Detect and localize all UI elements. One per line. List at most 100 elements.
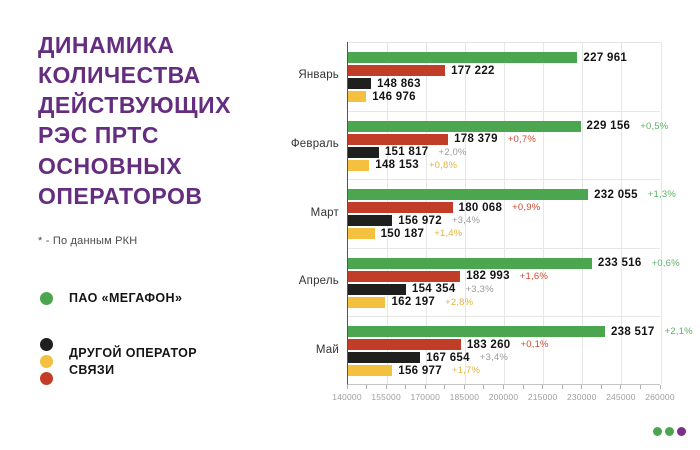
- green-bar: [348, 120, 581, 132]
- legend-megafon: ПАО «МЕГАФОН»: [40, 290, 182, 306]
- bar-pct-label: +1,4%: [434, 228, 463, 240]
- gridline-vertical: [464, 42, 466, 384]
- axis-tick-label: 215000: [527, 392, 558, 402]
- month-label: Март: [310, 206, 339, 219]
- black-bar: [348, 283, 406, 295]
- bar-value-label: 183 260: [466, 338, 511, 351]
- bar-value-label: 151 817: [384, 146, 429, 159]
- green-bar: [348, 326, 605, 338]
- corner-dots-logo: [653, 427, 686, 436]
- plot-area: 227 961 177 222 148 863 146 976 229 156 +0,5%…: [347, 42, 693, 385]
- bar-value-label: 162 197: [391, 296, 436, 309]
- gridline-horizontal: [348, 110, 660, 112]
- bar-pct-label: +1,7%: [451, 365, 481, 377]
- bar-row-black: 167 654 +3,4%: [348, 351, 508, 364]
- bar-value-label: 232 055: [594, 188, 638, 201]
- bar-value-label: 150 187: [380, 227, 425, 240]
- corner-dot-icon: [653, 427, 662, 436]
- axis-tick-label: 140000: [332, 392, 362, 402]
- axis-minor-tick: [522, 385, 524, 389]
- axis-tick: [503, 385, 504, 389]
- axis-tick: [463, 385, 465, 389]
- bar-value-label: 180 068: [458, 201, 503, 214]
- bar-value-label: 238 517: [610, 325, 655, 338]
- bar-row-black: 148 863: [348, 78, 421, 90]
- bar-pct-label: +1,6%: [519, 270, 548, 282]
- legend-other-operator: ДРУГОЙ ОПЕРАТОР СВЯЗИ: [40, 338, 197, 385]
- gridline-horizontal: [348, 316, 660, 318]
- green-bar: [348, 257, 592, 269]
- yellow-bar: [348, 365, 393, 377]
- axis-tick-label: 170000: [410, 392, 441, 402]
- bar-pct-label: +0,1%: [520, 339, 549, 351]
- yellow-bar: [348, 228, 375, 240]
- legend-megafon-dots: [40, 291, 53, 305]
- bar-value-label: 167 654: [426, 351, 470, 364]
- corner-dot-icon: [677, 427, 686, 436]
- bar-value-label: 177 222: [451, 64, 495, 77]
- gridline-vertical: [582, 42, 584, 384]
- bar-pct-label: +2,1%: [664, 326, 693, 338]
- red-bar: [348, 65, 446, 76]
- axis-tick: [346, 385, 348, 389]
- bar-pct-label: +3,4%: [451, 215, 481, 227]
- gridline-horizontal: [348, 42, 660, 43]
- footnote: * - По данным РКН: [38, 234, 138, 247]
- red-bar: [348, 133, 449, 145]
- legend-dot-icon: [40, 338, 53, 351]
- axis-minor-tick: [366, 385, 368, 389]
- legend-dot-icon: [40, 355, 53, 368]
- axis-tick-label: 230000: [566, 392, 597, 402]
- bar-value-label: 227 961: [583, 51, 628, 64]
- bar-row-yellow: 148 153 +0,8%: [348, 159, 458, 171]
- red-bar: [348, 339, 461, 351]
- bar-row-black: 154 354 +3,3%: [348, 283, 494, 296]
- bar-value-label: 156 972: [398, 214, 442, 227]
- red-bar: [348, 270, 461, 282]
- bar-value-label: 146 976: [372, 90, 416, 103]
- bar-value-label: 154 354: [411, 283, 456, 296]
- black-bar: [348, 215, 393, 227]
- bar-pct-label: +2,8%: [445, 296, 474, 308]
- bar-row-red: 180 068 +0,9%: [348, 201, 541, 214]
- gridline-vertical: [504, 42, 505, 384]
- bar-row-green: 227 961: [348, 51, 628, 64]
- axis-minor-tick: [561, 385, 563, 389]
- legend-dot-icon: [40, 291, 53, 305]
- legend-dot-icon: [40, 372, 53, 385]
- axis-minor-tick: [600, 385, 602, 389]
- gridline-vertical: [660, 42, 662, 384]
- axis-tick: [659, 385, 661, 389]
- axis-tick: [385, 385, 387, 389]
- axis-tick-label: 185000: [449, 392, 480, 402]
- yellow-bar: [348, 296, 386, 308]
- bar-row-red: 182 993 +1,6%: [348, 270, 548, 283]
- axis-tick: [620, 385, 622, 389]
- bar-chart: 227 961 177 222 148 863 146 976 229 156 +0,5%…: [283, 42, 693, 410]
- gridline-horizontal: [348, 247, 660, 249]
- bar-value-label: 182 993: [466, 270, 510, 283]
- bar-value-label: 233 516: [597, 257, 642, 270]
- bar-row-red: 178 379 +0,7%: [348, 133, 536, 145]
- bar-pct-label: +0,7%: [507, 133, 536, 145]
- bar-row-yellow: 162 197 +2,8%: [348, 296, 474, 309]
- month-label: Февраль: [290, 137, 339, 150]
- bar-row-black: 151 817 +2,0%: [348, 146, 467, 159]
- axis-tick-label: 260000: [645, 392, 675, 402]
- bar-row-red: 183 260 +0,1%: [348, 338, 549, 351]
- black-bar: [348, 146, 379, 158]
- bar-row-black: 156 972 +3,4%: [348, 214, 481, 227]
- legend-other-operator-dots: [40, 338, 53, 385]
- bar-row-green: 233 516 +0,6%: [348, 257, 680, 270]
- bar-row-green: 238 517 +2,1%: [348, 325, 693, 338]
- bar-row-yellow: 146 976: [348, 90, 416, 103]
- bar-pct-label: +3,3%: [465, 283, 494, 295]
- bar-row-green: 232 055 +1,3%: [348, 188, 676, 201]
- month-label: Январь: [298, 69, 339, 82]
- bar-pct-label: +0,9%: [512, 202, 541, 214]
- yellow-bar: [348, 91, 367, 102]
- bar-pct-label: +0,8%: [428, 159, 458, 171]
- month-label: Апрель: [298, 275, 339, 288]
- gridline-vertical: [621, 42, 623, 384]
